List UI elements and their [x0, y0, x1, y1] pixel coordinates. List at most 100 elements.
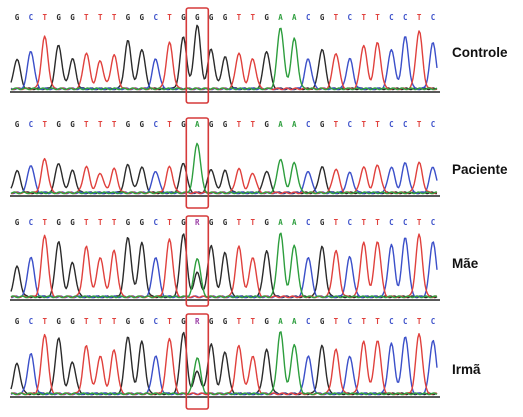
base-call-letter: G — [56, 317, 61, 326]
base-call-letter: C — [389, 218, 394, 227]
base-call-letter: T — [84, 317, 89, 326]
base-call-letter: C — [403, 13, 408, 22]
base-call-letter: G — [15, 218, 20, 227]
base-call-letter: T — [112, 218, 117, 227]
base-call-letter: A — [292, 218, 297, 227]
highlight-box — [185, 7, 210, 104]
trace-t — [10, 333, 438, 396]
track-label-paciente: Paciente — [452, 162, 508, 177]
base-call-letter: T — [112, 120, 117, 129]
base-call-letter: T — [167, 218, 172, 227]
base-call-letter: C — [29, 13, 34, 22]
base-call-letter: G — [264, 120, 269, 129]
base-call-letter: T — [42, 218, 47, 227]
base-call-letter: G — [56, 13, 61, 22]
base-call-letter: C — [431, 317, 436, 326]
base-call-letter: A — [278, 317, 283, 326]
base-call-letter: T — [42, 317, 47, 326]
base-call-letter: C — [306, 13, 311, 22]
base-call-letter: C — [153, 120, 158, 129]
base-call-letter: C — [306, 218, 311, 227]
base-call-letter: G — [223, 120, 228, 129]
base-call-letter: A — [195, 120, 200, 129]
track-label-controle: Controle — [452, 45, 508, 60]
base-call-letter: G — [70, 120, 75, 129]
base-call-letter: C — [348, 317, 353, 326]
highlight-box — [185, 215, 210, 307]
base-call-letter: C — [153, 218, 158, 227]
base-call-letter: T — [167, 317, 172, 326]
base-call-letter: T — [98, 13, 103, 22]
base-call-letter: G — [126, 120, 131, 129]
base-call-letter: G — [140, 120, 145, 129]
base-call-letter: C — [403, 120, 408, 129]
base-call-letter: C — [348, 13, 353, 22]
base-call-letter: G — [70, 317, 75, 326]
trace-a — [11, 331, 438, 396]
base-call-letter: G — [140, 317, 145, 326]
base-call-letter: T — [42, 120, 47, 129]
base-call-letter: C — [29, 317, 34, 326]
base-call-letter: G — [264, 13, 269, 22]
base-call-letter: T — [84, 13, 89, 22]
base-call-letter: G — [223, 13, 228, 22]
base-call-letter: C — [431, 218, 436, 227]
base-call-letter: C — [29, 120, 34, 129]
base-call-letter: T — [167, 120, 172, 129]
base-call-letter: T — [84, 120, 89, 129]
base-call-letter: C — [431, 13, 436, 22]
base-call-letter: T — [334, 120, 339, 129]
base-call-letter: G — [126, 218, 131, 227]
base-call-letter: T — [375, 317, 380, 326]
base-call-letter: C — [403, 317, 408, 326]
base-call-letter: G — [15, 13, 20, 22]
base-call-letter: G — [320, 218, 325, 227]
base-call-letter: G — [320, 13, 325, 22]
base-call-letter: C — [348, 120, 353, 129]
base-call-letter: T — [84, 218, 89, 227]
base-call-letter: G — [264, 218, 269, 227]
base-call-letter: G — [181, 13, 186, 22]
base-call-letter: T — [375, 120, 380, 129]
base-call-letter: G — [56, 218, 61, 227]
base-call-letter: A — [278, 218, 283, 227]
base-call-letter: T — [250, 120, 255, 129]
highlight-box — [185, 117, 210, 209]
base-call-letter: C — [348, 218, 353, 227]
base-call-letter: G — [126, 13, 131, 22]
base-call-letter: G — [209, 13, 214, 22]
base-call-letter: T — [334, 317, 339, 326]
base-call-letter: G — [15, 120, 20, 129]
base-call-letter: T — [417, 218, 422, 227]
base-call-letter: T — [237, 317, 242, 326]
trace-g — [10, 233, 438, 299]
base-call-letter: G — [181, 218, 186, 227]
base-call-letter: G — [15, 317, 20, 326]
base-call-letter: T — [250, 317, 255, 326]
base-call-letter: C — [29, 218, 34, 227]
base-call-letter: G — [320, 317, 325, 326]
base-call-letter: G — [140, 13, 145, 22]
base-call-letter: T — [361, 13, 366, 22]
base-call-letter: G — [126, 317, 131, 326]
base-call-letter: G — [70, 218, 75, 227]
track-label-irma: Irmã — [452, 362, 481, 377]
base-call-letter: G — [209, 120, 214, 129]
base-call-letter: T — [112, 13, 117, 22]
base-call-letter: G — [320, 120, 325, 129]
base-call-letter: G — [70, 13, 75, 22]
base-call-letter: G — [181, 317, 186, 326]
base-call-letter: C — [306, 120, 311, 129]
base-call-letter: R — [195, 218, 200, 227]
base-call-letter: T — [334, 13, 339, 22]
base-call-letter: T — [361, 218, 366, 227]
base-call-letter: T — [334, 218, 339, 227]
base-call-letter: R — [195, 317, 200, 326]
base-call-letter: C — [431, 120, 436, 129]
base-call-letter: T — [98, 120, 103, 129]
